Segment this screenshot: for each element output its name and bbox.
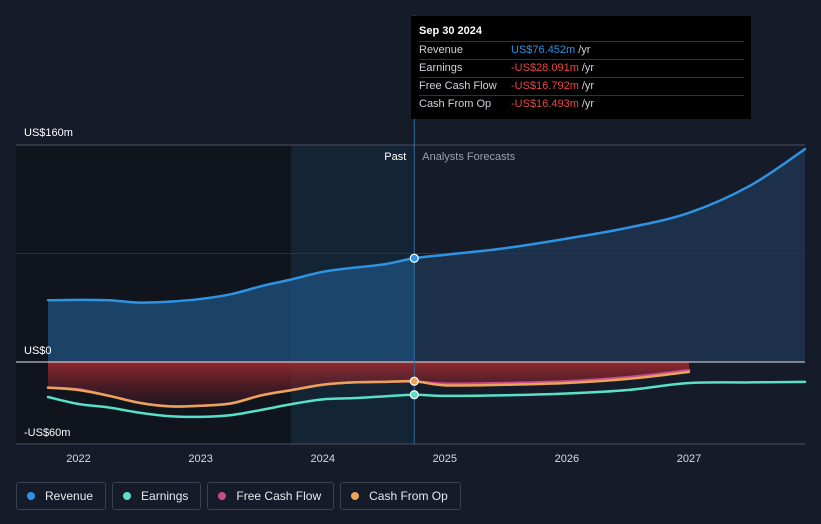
legend-item-earnings[interactable]: Earnings — [112, 482, 202, 510]
legend-label: Revenue — [45, 489, 94, 503]
tooltip-date: Sep 30 2024 — [419, 25, 482, 37]
legend-dot-icon — [123, 492, 132, 500]
tooltip-row-label: Cash From Op — [419, 98, 492, 110]
cash-from-op-line — [46, 370, 691, 408]
tooltip-row-unit: /yr — [578, 44, 591, 56]
cash-from-op-marker — [409, 376, 419, 386]
x-tick-label: 2025 — [433, 453, 457, 465]
tooltip: Sep 30 2024 Revenue US$76.452m/yr Earnings… — [411, 16, 751, 119]
legend-label: Cash From Op — [369, 489, 448, 503]
tooltip-row: Revenue US$76.452m/yr — [419, 41, 744, 59]
past-label: Past — [384, 151, 406, 163]
legend-label: Earnings — [141, 489, 189, 503]
legend-dot-icon — [351, 492, 360, 500]
tooltip-row-unit: /yr — [581, 62, 595, 74]
y-tick-label: US$160m — [24, 127, 73, 139]
revenue-area-past — [48, 258, 415, 362]
x-tick-label: 2022 — [66, 453, 90, 465]
tooltip-row: Earnings -US$28.091m/yr — [419, 59, 744, 77]
x-tick-label: 2024 — [310, 453, 334, 465]
tooltip-row-value: -US$16.493m — [511, 98, 579, 110]
tooltip-row-value: -US$28.091m — [511, 62, 579, 74]
y-tick-label: US$0 — [24, 345, 52, 357]
legend-item-cash-from-op[interactable]: Cash From Op — [340, 482, 461, 510]
negative-cashflow-area — [48, 362, 690, 407]
legend-dot-icon — [218, 492, 227, 500]
tooltip-row-unit: /yr — [581, 80, 595, 92]
y-tick-label: -US$60m — [24, 427, 70, 439]
legend-item-revenue[interactable]: Revenue — [16, 482, 107, 510]
revenue-area-forecast — [414, 149, 805, 362]
tooltip-row-value: US$76.452m — [511, 44, 576, 56]
legend-dot-icon — [27, 492, 35, 500]
revenue-line — [46, 147, 807, 304]
tooltip-row-value: -US$16.792m — [511, 80, 579, 92]
legend: Revenue Earnings Free Cash Flow Cash From O… — [16, 482, 461, 510]
legend-label: Free Cash Flow — [236, 489, 322, 503]
tooltip-row-unit: /yr — [581, 98, 595, 110]
tooltip-row-label: Revenue — [419, 44, 464, 56]
x-tick-label: 2023 — [188, 453, 212, 465]
revenue-marker — [409, 253, 419, 263]
x-tick-label: 2026 — [555, 453, 579, 465]
tooltip-row: Free Cash Flow -US$16.792m/yr — [419, 77, 744, 95]
forecast-label: Analysts Forecasts — [422, 151, 515, 163]
tooltip-row-label: Free Cash Flow — [419, 80, 497, 92]
tooltip-row-label: Earnings — [419, 62, 463, 74]
legend-item-free-cash-flow[interactable]: Free Cash Flow — [207, 482, 335, 510]
x-tick-label: 2027 — [677, 453, 701, 465]
earnings-marker — [409, 390, 419, 400]
tooltip-row: Cash From Op -US$16.493m/yr — [419, 95, 744, 113]
earnings-line — [46, 380, 807, 419]
